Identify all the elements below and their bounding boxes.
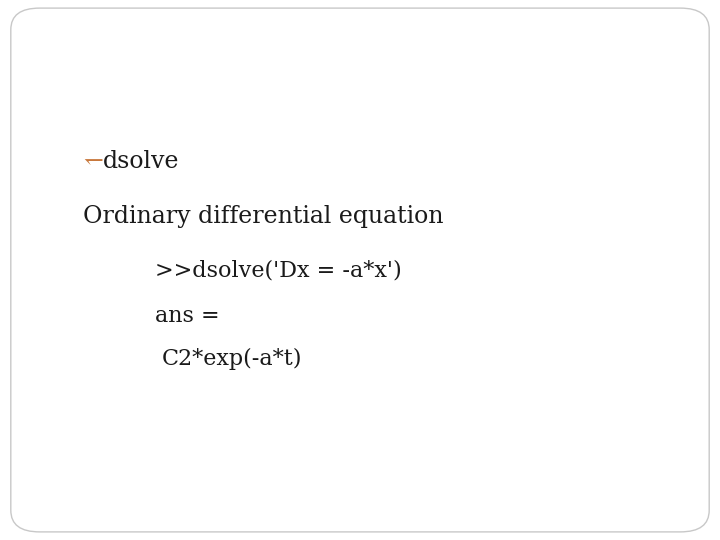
Text: >>dsolve('Dx = -a*x'): >>dsolve('Dx = -a*x') xyxy=(155,259,402,281)
Text: Ordinary differential equation: Ordinary differential equation xyxy=(83,205,444,227)
Text: C2*exp(-a*t): C2*exp(-a*t) xyxy=(162,348,302,370)
FancyBboxPatch shape xyxy=(11,8,709,532)
Text: ans =: ans = xyxy=(155,305,220,327)
Text: ↽: ↽ xyxy=(83,151,102,173)
Text: dsolve: dsolve xyxy=(103,151,179,173)
